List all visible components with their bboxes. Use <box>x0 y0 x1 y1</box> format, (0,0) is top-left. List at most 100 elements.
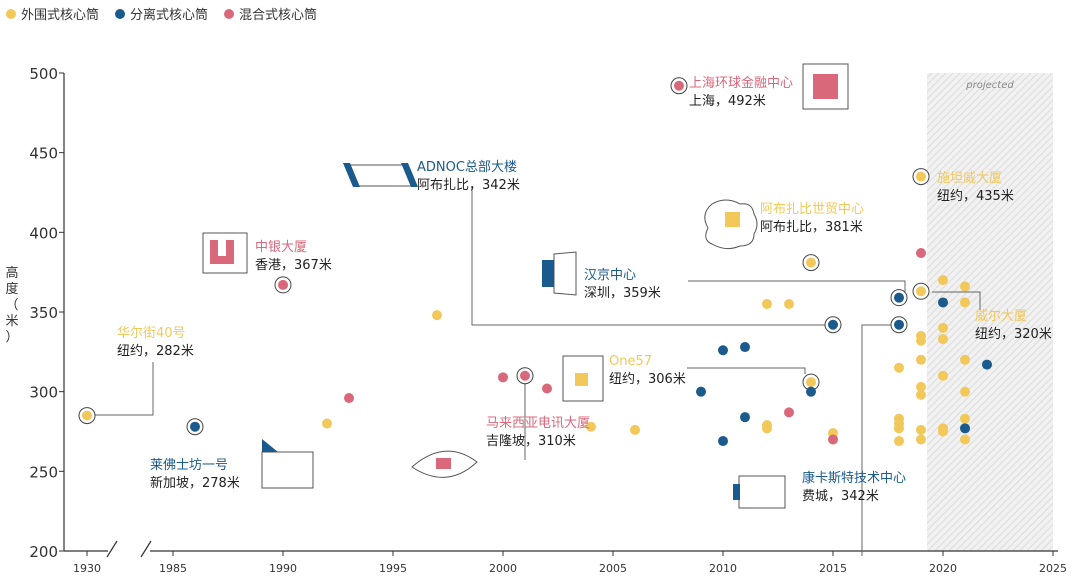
plan-core <box>733 484 740 500</box>
separated-point <box>894 292 904 303</box>
x-tick-label: 1995 <box>379 562 407 575</box>
plan-icon <box>704 199 758 250</box>
perimeter-point <box>894 362 904 373</box>
legend-swatch <box>6 8 16 19</box>
plan-icon <box>562 355 604 402</box>
leader-line <box>932 291 981 310</box>
x-tick-label: 2005 <box>599 562 627 575</box>
x-tick-label: 2025 <box>1039 562 1067 575</box>
plan-core <box>401 163 418 187</box>
y-tick-label: 500 <box>29 65 58 83</box>
perimeter-point <box>762 420 772 431</box>
annotation-title: One57 <box>609 354 652 369</box>
y-tick-label: 450 <box>29 145 58 163</box>
hybrid-point <box>498 372 508 383</box>
hybrid-point <box>520 370 530 381</box>
perimeter-point <box>938 426 948 437</box>
annotation-title: 施坦威大厦 <box>937 171 1002 186</box>
plan-outline <box>562 355 604 402</box>
perimeter-point <box>784 299 794 310</box>
leader-line <box>688 280 906 292</box>
leader-line <box>471 188 828 326</box>
annotation-subtitle: 阿布扎比，342米 <box>417 178 520 193</box>
annotation-title: 中银大厦 <box>255 240 307 255</box>
hybrid-point <box>784 407 794 418</box>
hybrid-point <box>674 80 684 91</box>
annotation-subtitle: 上海，492米 <box>689 94 766 109</box>
projected-band <box>927 73 1053 551</box>
annotation-subtitle: 费城，342米 <box>802 489 879 504</box>
plan-core <box>436 458 451 469</box>
annotation-title: 上海环球金融中心 <box>689 75 793 91</box>
x-tick-label: 1985 <box>159 562 187 575</box>
legend-item-separated: 分离式核心筒 <box>115 4 208 23</box>
perimeter-point <box>960 297 970 308</box>
plan-icon <box>542 251 577 296</box>
legend-item-hybrid: 混合式核心筒 <box>224 4 317 23</box>
x-tick-label: 2000 <box>489 562 517 575</box>
hybrid-point <box>916 248 926 259</box>
perimeter-point <box>938 334 948 345</box>
separated-point <box>718 436 728 447</box>
separated-point <box>960 423 970 434</box>
x-tick-label: 1990 <box>269 562 297 575</box>
perimeter-point <box>322 418 332 429</box>
legend-swatch <box>224 8 235 19</box>
annotation-title: 汉京中心 <box>584 268 636 283</box>
annotation-title: 莱佛士坊一号 <box>150 458 228 473</box>
annotation-subtitle: 纽约，306米 <box>609 372 686 387</box>
perimeter-point <box>806 257 816 268</box>
perimeter-point <box>630 424 640 435</box>
annotation-title: 阿布扎比世贸中心 <box>760 202 864 217</box>
perimeter-point <box>916 171 926 182</box>
annotation-subtitle: 纽约，320米 <box>975 327 1052 342</box>
y-tick-label: 400 <box>29 224 58 242</box>
annotation-subtitle: 纽约，282米 <box>117 344 194 359</box>
perimeter-point <box>960 413 970 424</box>
plan-core <box>262 439 278 452</box>
perimeter-point <box>916 335 926 346</box>
perimeter-point <box>894 423 904 434</box>
perimeter-point <box>938 322 948 333</box>
perimeter-point <box>894 436 904 447</box>
perimeter-point <box>916 434 926 445</box>
plan-outline <box>261 451 314 489</box>
leader-line <box>687 367 806 374</box>
legend-label: 分离式核心筒 <box>130 8 209 23</box>
separated-point <box>718 345 728 356</box>
x-tick-label: 2020 <box>929 562 957 575</box>
annotation-title: ADNOC总部大楼 <box>417 160 517 175</box>
annotation-subtitle: 纽约，435米 <box>937 189 1014 204</box>
plan-icon <box>202 232 248 274</box>
annotation-title: 华尔街40号 <box>117 326 186 341</box>
perimeter-point <box>762 299 772 310</box>
annotation-subtitle: 香港，367米 <box>255 258 332 273</box>
plan-icon <box>411 450 478 478</box>
annotation-title: 康卡斯特技术中心 <box>802 470 906 486</box>
hybrid-point <box>344 393 354 404</box>
separated-point <box>696 386 706 397</box>
perimeter-point <box>960 354 970 365</box>
legend-swatch <box>115 8 126 19</box>
leader-line <box>861 324 895 556</box>
plan-outline <box>553 251 577 296</box>
y-tick-label: 200 <box>29 543 58 561</box>
annotation-subtitle: 新加坡，278米 <box>150 475 240 491</box>
plan-icon <box>733 475 786 509</box>
perimeter-point <box>916 286 926 297</box>
plan-outline <box>738 475 786 509</box>
leader-line <box>95 362 154 416</box>
plan-core <box>813 74 838 99</box>
perimeter-point <box>432 310 442 321</box>
x-tick-label: 1930 <box>73 562 101 575</box>
separated-point <box>740 412 750 423</box>
plan-core <box>343 163 360 187</box>
perimeter-point <box>916 424 926 435</box>
perimeter-point <box>960 386 970 397</box>
plan-core <box>725 212 740 227</box>
hybrid-point <box>542 383 552 394</box>
perimeter-point <box>916 389 926 400</box>
annotation-subtitle: 阿布扎比，381米 <box>760 220 863 235</box>
y-tick-label: 250 <box>29 463 58 481</box>
separated-point <box>740 342 750 353</box>
